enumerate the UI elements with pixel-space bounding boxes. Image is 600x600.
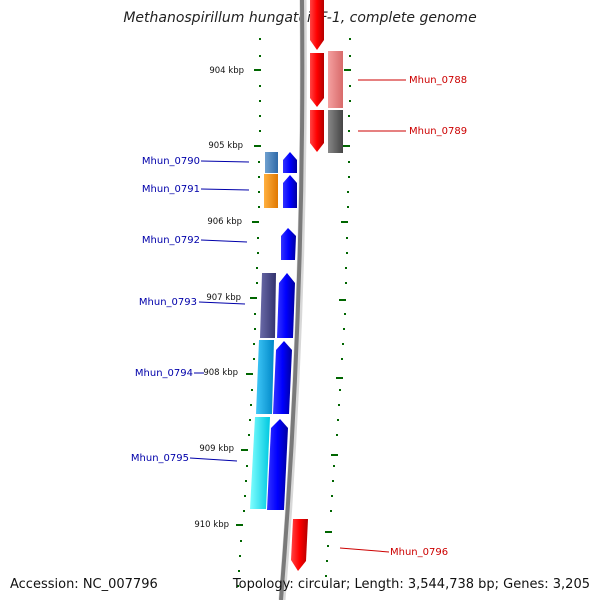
leader-line-mhun-0793 <box>198 301 246 305</box>
gene-arrow-mhun-0796[interactable] <box>291 519 308 571</box>
feature-box-mhun-0790[interactable] <box>265 152 278 173</box>
gene-label-mhun-0793[interactable]: Mhun_0793 <box>139 297 197 308</box>
forward-genes <box>291 0 324 571</box>
leader-line-mhun-0796 <box>339 547 390 553</box>
leader-line-mhun-0791 <box>200 188 250 191</box>
reverse-genes <box>267 152 297 510</box>
gene-arrow-upstream[interactable] <box>310 0 324 50</box>
gene-label-mhun-0796[interactable]: Mhun_0796 <box>390 547 448 558</box>
feature-box-mhun-0794[interactable] <box>256 340 274 414</box>
right-ruler <box>325 38 351 577</box>
scale-label-909: 909 kbp <box>199 444 234 454</box>
feature-box-mhun-0793[interactable] <box>260 273 276 338</box>
gene-arrow-mhun-0793[interactable] <box>277 273 295 338</box>
scale-label-907: 907 kbp <box>206 293 241 303</box>
feature-box-mhun-0795[interactable] <box>250 417 270 509</box>
gene-arrow-mhun-0791[interactable] <box>283 175 297 208</box>
gene-arrow-mhun-0792[interactable] <box>281 228 296 260</box>
gene-arrow-mhun-0788[interactable] <box>310 53 324 107</box>
feature-box-mhun-0791[interactable] <box>264 174 278 208</box>
gene-arrow-mhun-0795[interactable] <box>267 419 288 510</box>
accession-text: Accession: NC_007796 <box>10 577 158 592</box>
scale-label-910: 910 kbp <box>194 520 229 530</box>
feature-box-mhun-0789[interactable] <box>328 110 343 153</box>
scale-label-905: 905 kbp <box>208 141 243 151</box>
leader-line-mhun-0790 <box>200 160 250 163</box>
gene-label-mhun-0789[interactable]: Mhun_0789 <box>409 126 467 137</box>
genome-backbone <box>279 0 305 600</box>
gene-arrow-mhun-0794[interactable] <box>273 341 292 414</box>
gene-label-mhun-0790[interactable]: Mhun_0790 <box>142 156 200 167</box>
gene-label-mhun-0788[interactable]: Mhun_0788 <box>409 75 467 86</box>
gene-label-mhun-0791[interactable]: Mhun_0791 <box>142 184 200 195</box>
left-ruler <box>236 38 261 587</box>
leader-line-mhun-0795 <box>189 457 238 462</box>
gene-label-mhun-0792[interactable]: Mhun_0792 <box>142 235 200 246</box>
scale-label-904: 904 kbp <box>209 66 244 76</box>
gene-arrow-mhun-0790[interactable] <box>283 152 297 173</box>
scale-label-908: 908 kbp <box>203 368 238 378</box>
topology-text: Topology: circular; Length: 3,544,738 bp… <box>232 577 590 592</box>
gene-label-mhun-0794[interactable]: Mhun_0794 <box>135 368 193 379</box>
feature-box-mhun-0788[interactable] <box>328 51 343 108</box>
scale-label-906: 906 kbp <box>207 217 242 227</box>
gene-label-mhun-0795[interactable]: Mhun_0795 <box>131 453 189 464</box>
leader-line-mhun-0792 <box>200 239 248 243</box>
gene-arrow-mhun-0789[interactable] <box>310 110 324 152</box>
